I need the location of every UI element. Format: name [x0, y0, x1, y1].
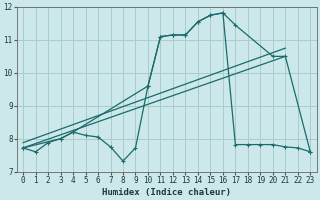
X-axis label: Humidex (Indice chaleur): Humidex (Indice chaleur) [102, 188, 231, 197]
